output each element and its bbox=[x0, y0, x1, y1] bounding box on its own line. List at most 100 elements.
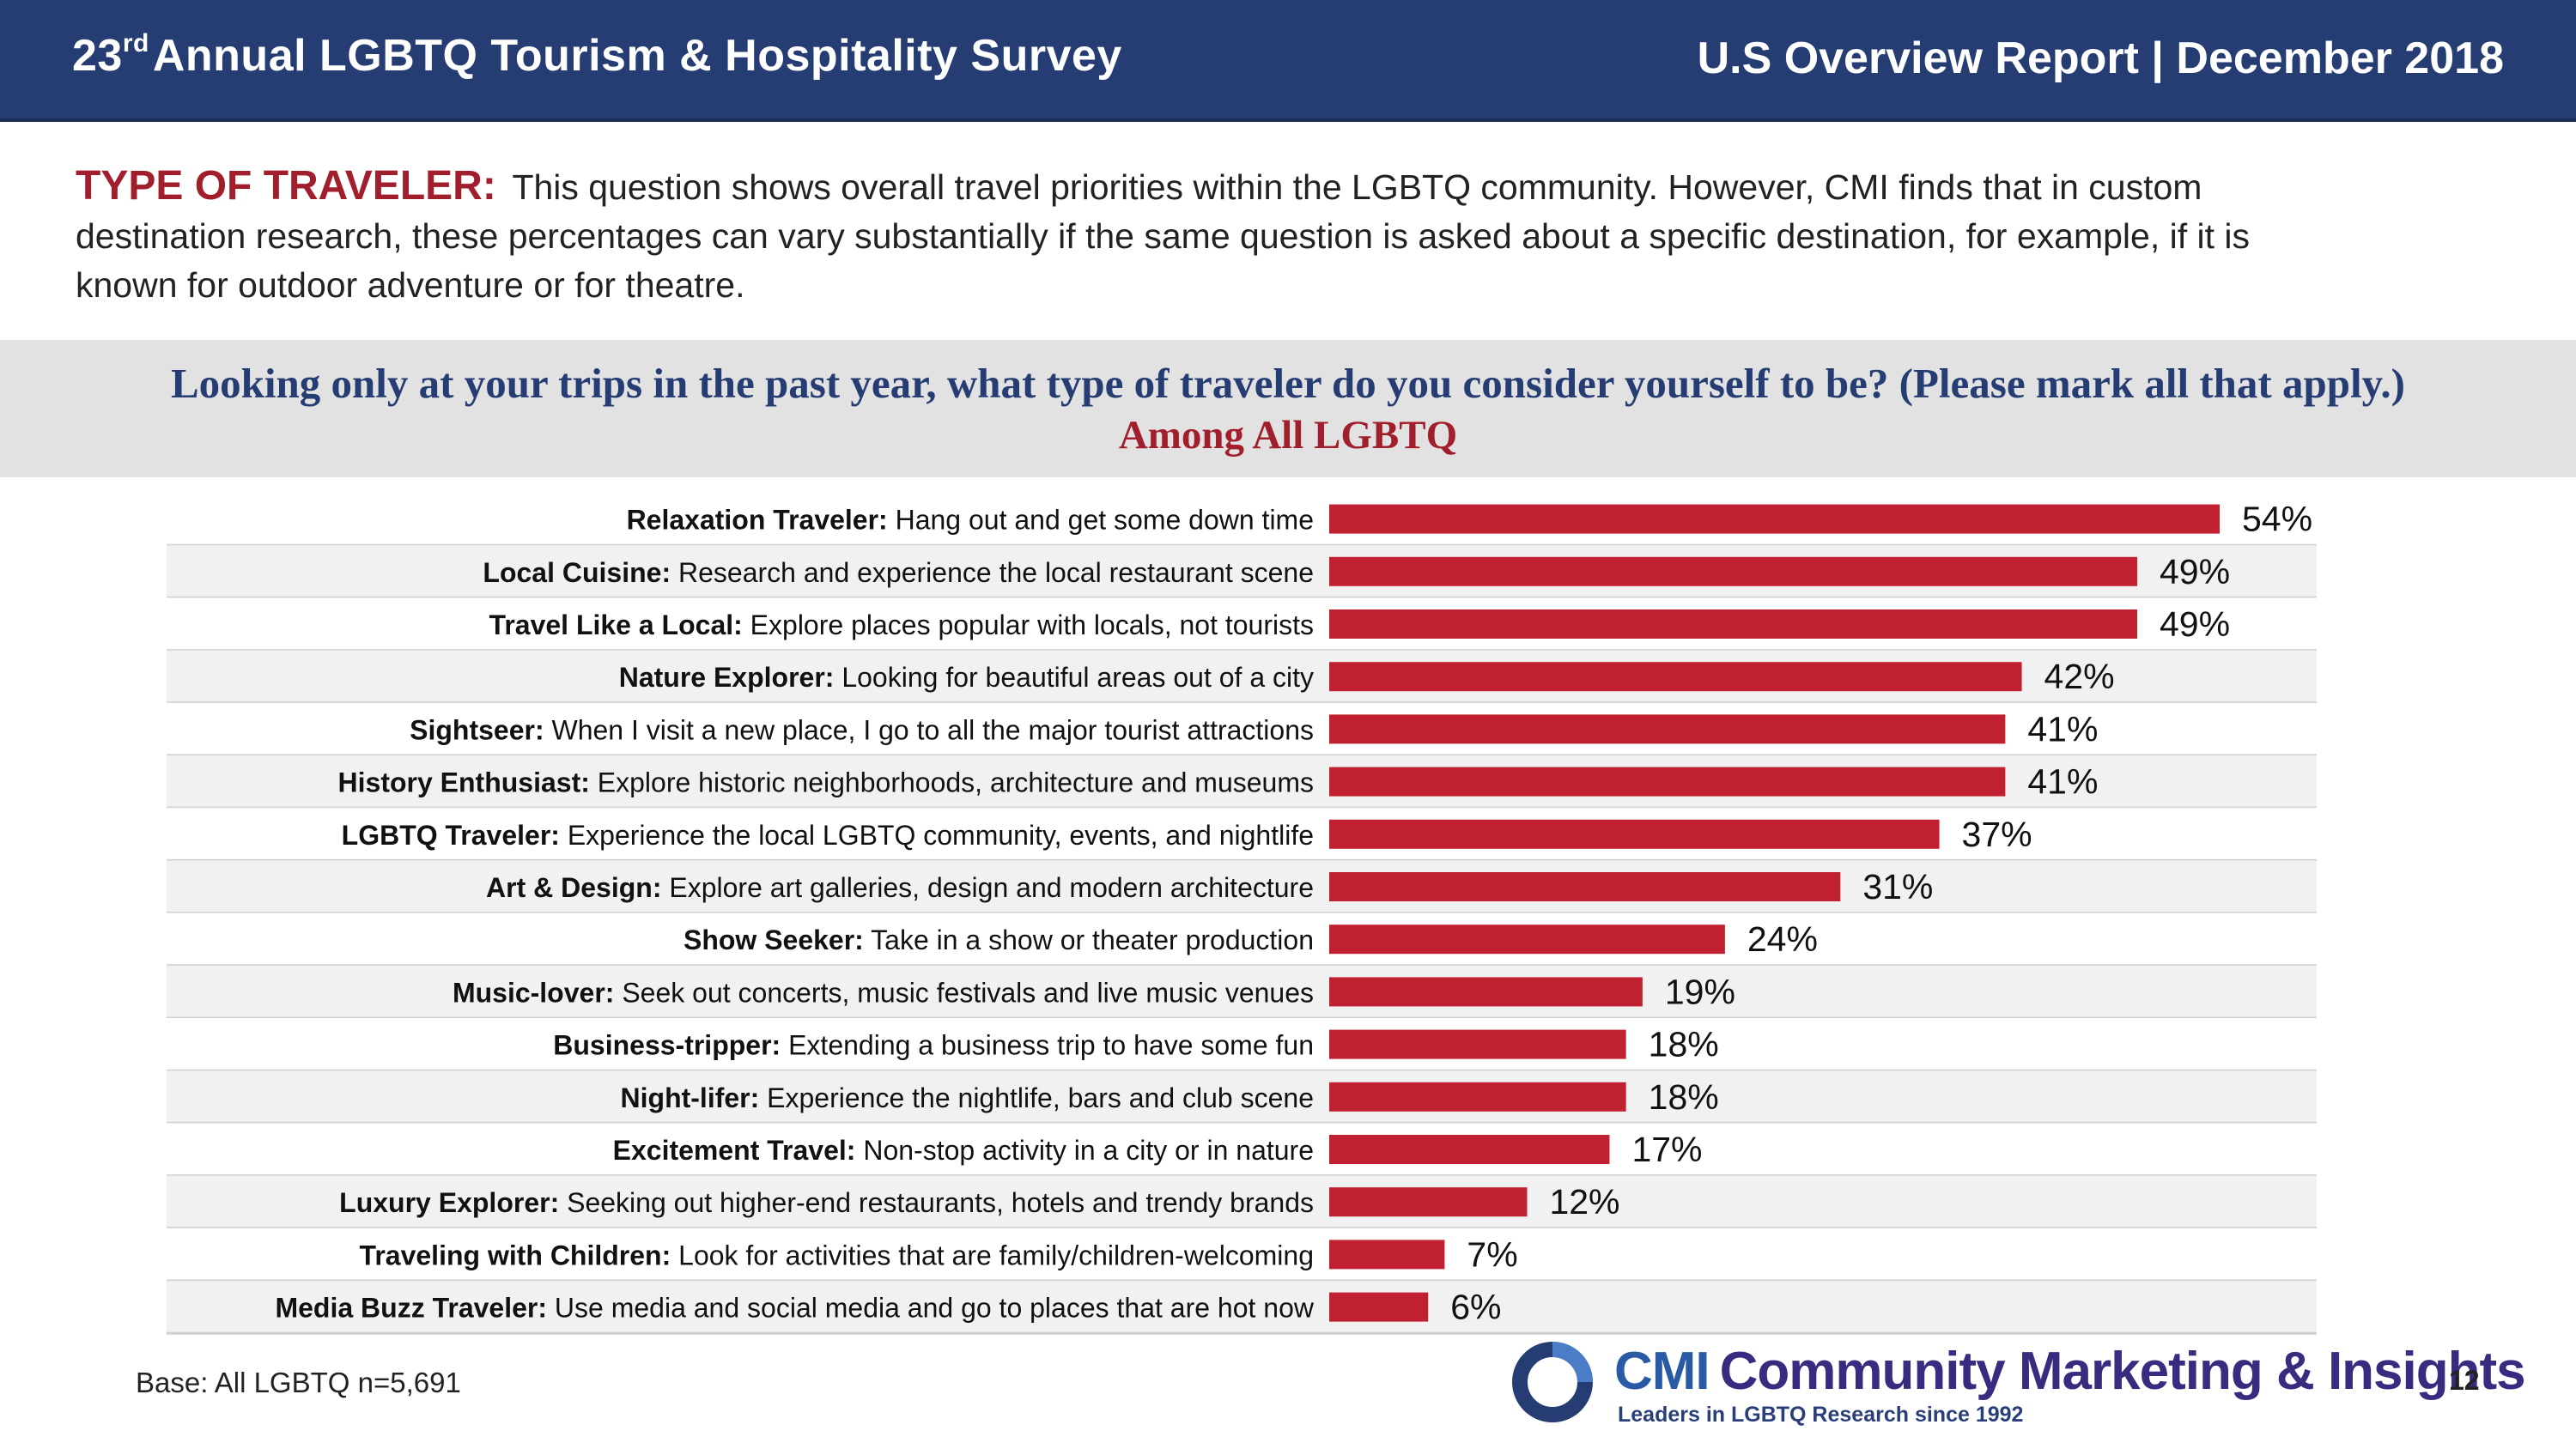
category-label: Show Seeker: Take in a show or theater p… bbox=[683, 925, 1314, 955]
category-label-bold: Night-lifer: bbox=[621, 1082, 760, 1113]
category-label: Business-tripper: Extending a business t… bbox=[553, 1030, 1314, 1061]
chart-row-background bbox=[167, 1123, 2317, 1176]
category-label-description: Seek out concerts, music festivals and l… bbox=[614, 977, 1314, 1008]
category-label-bold: Nature Explorer: bbox=[619, 662, 835, 693]
category-label: Night-lifer: Experience the nightlife, b… bbox=[621, 1082, 1314, 1113]
category-label: Art & Design: Explore art galleries, des… bbox=[486, 872, 1314, 903]
bar bbox=[1329, 1029, 1626, 1059]
bar bbox=[1329, 872, 1841, 901]
chart-row-background bbox=[167, 808, 2317, 861]
bar-value-label: 49% bbox=[2160, 552, 2230, 591]
category-label-description: Take in a show or theater production bbox=[864, 925, 1314, 955]
bar bbox=[1329, 977, 1643, 1007]
chart-row-background bbox=[167, 1228, 2317, 1281]
category-label-bold: Luxury Explorer: bbox=[339, 1187, 559, 1218]
category-label-bold: Media Buzz Traveler: bbox=[275, 1293, 547, 1324]
intro-text: This question shows overall travel prior… bbox=[76, 167, 2250, 305]
bar bbox=[1329, 1187, 1528, 1217]
logo-tagline: Leaders in LGBTQ Research since 1992 bbox=[1618, 1403, 2024, 1427]
category-label: Luxury Explorer: Seeking out higher-end … bbox=[339, 1187, 1314, 1218]
category-label: Media Buzz Traveler: Use media and socia… bbox=[275, 1293, 1314, 1324]
bar-value-label: 17% bbox=[1631, 1130, 1702, 1169]
intro-lead: TYPE OF TRAVELER: bbox=[76, 163, 496, 209]
bar-value-label: 31% bbox=[1862, 867, 1933, 906]
bar bbox=[1329, 767, 2006, 797]
bar bbox=[1329, 714, 2006, 744]
category-label-description: When I visit a new place, I go to all th… bbox=[544, 714, 1314, 745]
base-note: Base: All LGBTQ n=5,691 bbox=[136, 1367, 461, 1398]
category-label: Music-lover: Seek out concerts, music fe… bbox=[453, 977, 1314, 1008]
category-label: Travel Like a Local: Explore places popu… bbox=[489, 609, 1314, 640]
bar-value-label: 37% bbox=[1962, 815, 2032, 854]
category-label-bold: Local Cuisine: bbox=[483, 557, 671, 588]
bar-value-label: 41% bbox=[2027, 709, 2098, 749]
chart-row-background bbox=[167, 1070, 2317, 1124]
category-label-description: Explore historic neighborhoods, architec… bbox=[590, 767, 1314, 798]
category-label-bold: Show Seeker: bbox=[683, 925, 864, 955]
category-label-bold: Travel Like a Local: bbox=[489, 609, 743, 640]
report-label: U.S Overview Report | December 2018 bbox=[1697, 33, 2504, 83]
category-label: Excitement Travel: Non-stop activity in … bbox=[613, 1135, 1314, 1166]
category-label: Relaxation Traveler: Hang out and get so… bbox=[627, 505, 1314, 536]
bar bbox=[1329, 504, 2220, 534]
bar-value-label: 12% bbox=[1549, 1182, 1619, 1222]
page-number: 12 bbox=[2449, 1365, 2480, 1396]
category-label-bold: History Enthusiast: bbox=[338, 767, 590, 798]
category-label: Sightseer: When I visit a new place, I g… bbox=[410, 714, 1314, 745]
category-label-description: Explore places popular with locals, not … bbox=[743, 609, 1314, 640]
cmi-logo-mark-icon bbox=[1512, 1342, 1593, 1422]
bar bbox=[1329, 662, 2022, 692]
bar bbox=[1329, 1240, 1445, 1270]
category-label: Nature Explorer: Looking for beautiful a… bbox=[619, 662, 1314, 693]
bar bbox=[1329, 819, 1940, 849]
question-subtitle: Among All LGBTQ bbox=[1118, 413, 1458, 458]
category-label-description: Looking for beautiful areas out of a cit… bbox=[834, 662, 1314, 693]
category-label-description: Research and experience the local restau… bbox=[671, 557, 1314, 588]
bar-value-label: 6% bbox=[1450, 1288, 1501, 1327]
category-label: History Enthusiast: Explore historic nei… bbox=[338, 767, 1314, 798]
bar-value-label: 19% bbox=[1665, 972, 1735, 1011]
bar-value-label: 7% bbox=[1467, 1234, 1517, 1274]
category-label: Local Cuisine: Research and experience t… bbox=[483, 557, 1314, 588]
category-label-description: Extending a business trip to have some f… bbox=[781, 1030, 1314, 1061]
bar bbox=[1329, 1082, 1626, 1112]
category-label-description: Seeking out higher-end restaurants, hote… bbox=[559, 1187, 1314, 1218]
bar bbox=[1329, 925, 1725, 955]
category-label-description: Explore art galleries, design and modern… bbox=[661, 872, 1314, 903]
chart-row-background bbox=[167, 1018, 2317, 1071]
bar-value-label: 42% bbox=[2044, 657, 2115, 696]
bar-value-label: 24% bbox=[1747, 919, 1818, 959]
header-bar: 23rdAnnual LGBTQ Tourism & Hospitality S… bbox=[0, 0, 2576, 122]
category-label-description: Non-stop activity in a city or in nature bbox=[855, 1135, 1314, 1166]
bar-value-label: 18% bbox=[1649, 1025, 1719, 1064]
question-text: Looking only at your trips in the past y… bbox=[170, 360, 2405, 407]
chart-row-background bbox=[167, 965, 2317, 1018]
chart-row-background bbox=[167, 1175, 2317, 1228]
bar bbox=[1329, 556, 2137, 586]
category-label: LGBTQ Traveler: Experience the local LGB… bbox=[342, 820, 1314, 851]
category-label-description: Experience the local LGBTQ community, ev… bbox=[560, 820, 1314, 851]
chart-row-background bbox=[167, 1281, 2317, 1334]
category-label-description: Look for activities that are family/chil… bbox=[671, 1240, 1314, 1270]
bar-value-label: 54% bbox=[2242, 500, 2312, 539]
category-label-bold: Excitement Travel: bbox=[613, 1135, 856, 1166]
bar-value-label: 18% bbox=[1649, 1077, 1719, 1117]
bar-value-label: 49% bbox=[2160, 604, 2230, 644]
intro-paragraph: TYPE OF TRAVELER: This question shows ov… bbox=[76, 161, 2360, 310]
bar bbox=[1329, 1135, 1610, 1164]
category-label-bold: Business-tripper: bbox=[553, 1030, 781, 1061]
category-label-bold: Music-lover: bbox=[453, 977, 614, 1008]
category-label-bold: Sightseer: bbox=[410, 714, 544, 745]
category-label-description: Use media and social media and go to pla… bbox=[547, 1293, 1315, 1324]
logo-wordmark: CMI Community Marketing & Insights bbox=[1614, 1342, 2526, 1401]
category-label-bold: Art & Design: bbox=[486, 872, 661, 903]
question-box: Looking only at your trips in the past y… bbox=[0, 340, 2576, 477]
category-label-bold: Traveling with Children: bbox=[360, 1240, 671, 1270]
category-label-bold: LGBTQ Traveler: bbox=[342, 820, 560, 851]
traveler-type-bar-chart: Relaxation Traveler: Hang out and get so… bbox=[167, 493, 2317, 1335]
bar-value-label: 41% bbox=[2027, 762, 2098, 802]
bar bbox=[1329, 1292, 1429, 1322]
chart-row-background bbox=[167, 912, 2317, 966]
category-label-bold: Relaxation Traveler: bbox=[627, 505, 888, 536]
bar bbox=[1329, 609, 2137, 639]
